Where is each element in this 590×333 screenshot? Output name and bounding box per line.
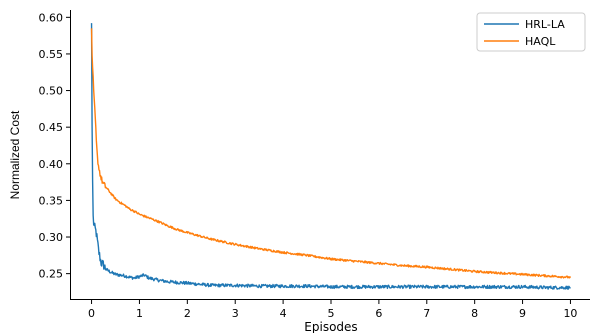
y-axis-label: Normalized Cost: [8, 110, 22, 199]
x-tick-label: 0: [88, 307, 95, 320]
y-tick-label: 0.60: [39, 11, 64, 24]
y-tick-label: 0.55: [39, 48, 64, 61]
x-ticks: 0 1 2 3 4 5 6 7 8 9 10: [88, 300, 577, 320]
series-line-hrl-la: [90, 23, 571, 290]
y-tick-label: 0.45: [39, 121, 64, 134]
x-tick-label: 2: [184, 307, 191, 320]
x-tick-label: 8: [471, 307, 478, 320]
x-tick-label: 1: [136, 307, 143, 320]
x-tick-label: 4: [280, 307, 287, 320]
x-tick-label: 5: [328, 307, 335, 320]
legend: HRL-LA HAQL: [476, 12, 586, 52]
x-tick-label: 6: [375, 307, 382, 320]
x-tick-label: 7: [423, 307, 430, 320]
x-axis-label: Episodes: [304, 320, 357, 333]
series-line-haql: [90, 28, 572, 279]
legend-label-hrl-la: HRL-LA: [525, 18, 565, 31]
y-ticks: 0.25 0.30 0.35 0.40 0.45 0.50 0.55 0.60: [39, 11, 70, 281]
series-layer: [90, 23, 572, 290]
y-tick-label: 0.30: [39, 231, 64, 244]
y-tick-label: 0.25: [39, 268, 64, 281]
x-tick-label: 3: [232, 307, 239, 320]
y-tick-label: 0.35: [39, 194, 64, 207]
x-tick-label: 9: [519, 307, 526, 320]
y-tick-label: 0.50: [39, 85, 64, 98]
x-tick-label: 10: [563, 307, 577, 320]
legend-label-haql: HAQL: [525, 35, 556, 48]
y-tick-label: 0.40: [39, 158, 64, 171]
axes-layer: [70, 10, 590, 300]
